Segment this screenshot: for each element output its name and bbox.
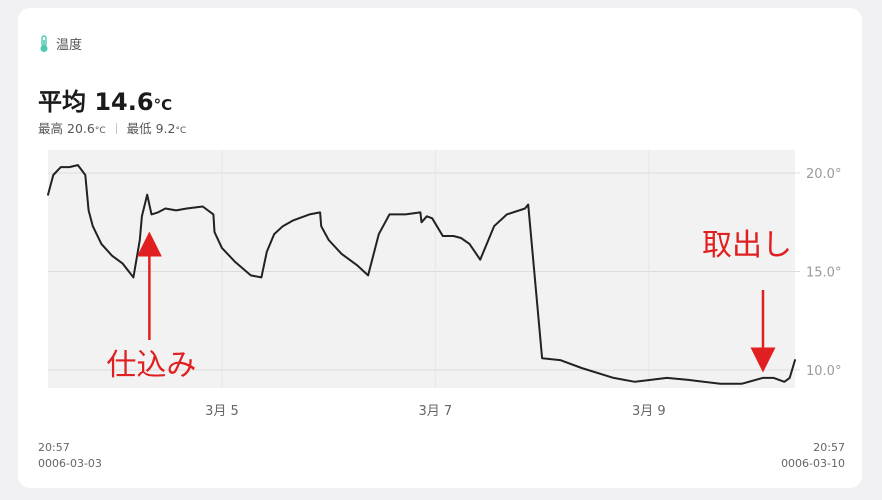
end-time-label: 20:57 0006-03-10 — [781, 440, 845, 472]
average-prefix: 平均 — [38, 88, 86, 116]
x-tick-label: 3月 5 — [205, 404, 239, 419]
start-date: 0006-03-03 — [38, 457, 102, 470]
start-time: 20:57 — [38, 441, 70, 454]
x-tick-label: 3月 7 — [419, 404, 453, 419]
max-value: 20.6 — [67, 121, 95, 136]
annotation-label: 仕込み — [106, 348, 196, 383]
y-tick-label: 15.0° — [806, 266, 841, 281]
end-time: 20:57 — [813, 441, 845, 454]
min-label: 最低 — [126, 121, 152, 136]
average-value: 14.6 — [94, 88, 154, 116]
max-unit: °C — [94, 126, 106, 136]
average-unit: °C — [153, 96, 173, 114]
min-unit: °C — [175, 126, 187, 136]
plot-area — [48, 150, 795, 388]
temperature-line — [47, 164, 796, 385]
y-tick-label: 10.0° — [806, 364, 841, 379]
start-time-label: 20:57 0006-03-03 — [38, 440, 102, 472]
header: 温度 — [38, 34, 82, 53]
thermometer-icon — [40, 34, 48, 52]
annotation-label: 取出し — [702, 228, 792, 263]
y-tick-label: 20.0° — [806, 167, 841, 182]
x-tick-label: 3月 9 — [632, 404, 666, 419]
end-date: 0006-03-10 — [781, 457, 845, 470]
header-label: 温度 — [56, 38, 83, 53]
min-value: 9.2 — [155, 121, 176, 136]
divider — [115, 123, 117, 134]
average-temperature: 平均 14.6°C — [38, 82, 172, 117]
min-max-summary: 最高 20.6°C 最低 9.2°C — [38, 118, 186, 137]
max-label: 最高 — [38, 121, 64, 136]
